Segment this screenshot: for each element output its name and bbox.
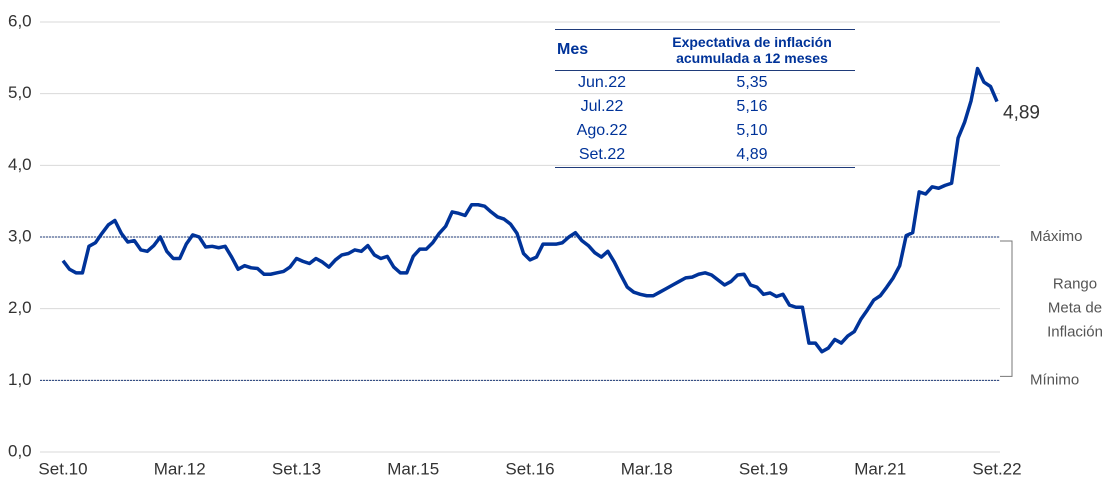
y-tick-label: 2,0 xyxy=(8,298,32,317)
table-header: Mes Expectativa de inflación acumulada a… xyxy=(555,29,855,71)
table-cell: 5,35 xyxy=(736,74,768,91)
table-row: Ago.22 5,10 xyxy=(555,119,855,143)
table-row: Set.22 4,89 xyxy=(555,143,855,168)
x-tick-label: Set.10 xyxy=(38,459,87,478)
table-cell: 5,10 xyxy=(736,122,768,139)
reference-label: Máximo xyxy=(1030,228,1083,245)
table-cell: Ago.22 xyxy=(576,122,628,139)
y-tick-label: 3,0 xyxy=(8,226,32,245)
y-tick-label: 4,0 xyxy=(8,155,32,174)
x-tick-label: Set.13 xyxy=(272,459,321,478)
x-tick-label: Set.19 xyxy=(739,459,788,478)
x-tick-label: Mar.18 xyxy=(621,459,673,478)
x-tick-label: Mar.21 xyxy=(854,459,906,478)
x-tick-label: Set.16 xyxy=(505,459,554,478)
reference-label: Mínimo xyxy=(1030,371,1079,388)
y-tick-label: 0,0 xyxy=(8,441,32,460)
series-line xyxy=(61,66,999,354)
x-tick-label: Mar.15 xyxy=(387,459,439,478)
table-cell: Jul.22 xyxy=(580,98,624,115)
table-cell: Set.22 xyxy=(555,143,649,168)
x-tick-label: Mar.12 xyxy=(154,459,206,478)
value-label: 4,89 xyxy=(1003,103,1040,124)
y-tick-label: 5,0 xyxy=(8,83,32,102)
range-label: Inflación xyxy=(1047,324,1103,341)
x-tick-label: Set.22 xyxy=(972,459,1021,478)
range-label: Rango xyxy=(1053,276,1097,293)
table-cell: 5,16 xyxy=(736,98,768,115)
table-header-cell: Expectativa de inflación acumulada a 12 … xyxy=(649,29,855,71)
table-cell: Jun.22 xyxy=(577,74,627,91)
range-bracket xyxy=(1000,240,1013,377)
inset-table: Mes Expectativa de inflación acumulada a… xyxy=(555,29,855,168)
table-cell: 4,89 xyxy=(649,143,855,168)
table-row: Jul.22 5,16 xyxy=(555,95,855,119)
table-header-cell: Mes xyxy=(555,29,649,71)
range-label: Meta de xyxy=(1048,300,1102,317)
y-tick-label: 6,0 xyxy=(8,11,32,30)
y-tick-label: 1,0 xyxy=(8,370,32,389)
table-row: Jun.22 5,35 xyxy=(555,71,855,96)
